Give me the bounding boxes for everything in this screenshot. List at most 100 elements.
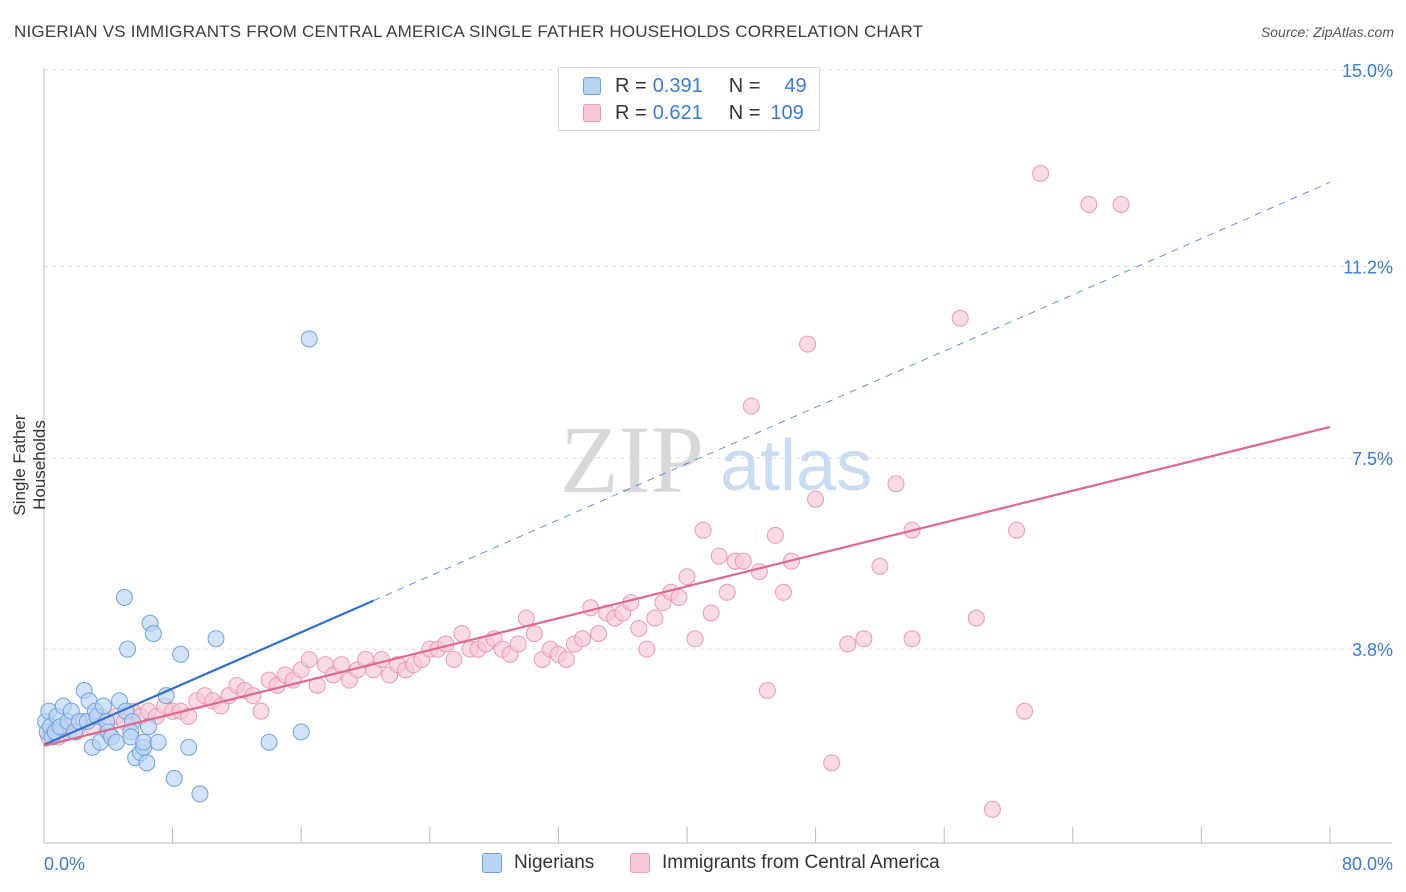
legend-item-central-america[interactable]: Immigrants from Central America [630, 852, 940, 874]
central-america-point [887, 475, 905, 493]
central-america-point [678, 568, 696, 586]
source-note: Source: ZipAtlas.com [1260, 24, 1394, 40]
central-america-point [557, 650, 575, 668]
central-america-point [823, 754, 841, 772]
tick-labels: 3.8% 7.5% 11.2% 15.0% 0.0% 80.0% [44, 61, 1393, 874]
y-tick-label: 7.5% [1352, 449, 1393, 469]
nigerians-point [135, 733, 153, 751]
y-axis-label: Single Father Households [10, 414, 49, 516]
central-america-point [718, 583, 736, 601]
central-america-point [252, 702, 270, 720]
x-tick-label: 80.0% [1342, 854, 1393, 874]
central-america-point [807, 490, 825, 508]
nigerians-point [107, 733, 125, 751]
nigerians-point [139, 718, 157, 736]
central-america-point [855, 630, 873, 648]
central-america-point [590, 625, 608, 643]
legend-r-value-nigerians: 0.391 [652, 74, 703, 97]
central-america-point [300, 650, 318, 668]
legend-swatch-nigerians [482, 853, 502, 873]
central-america-point [766, 526, 784, 544]
central-america-point [799, 335, 817, 353]
legend-n-label: N = [728, 101, 761, 124]
nigerians-point [119, 640, 137, 658]
data-points [37, 165, 1130, 818]
central-america-point [525, 625, 543, 643]
correlation-legend: R = 0.391 N = 49 R = 0.621 N = 109 [558, 67, 820, 131]
central-america-point [445, 650, 463, 668]
central-america-point [509, 635, 527, 653]
legend-r-label: R = [615, 74, 647, 97]
legend-label-nigerians: Nigerians [514, 852, 595, 873]
central-america-point [702, 604, 720, 622]
legend-r-label: R = [615, 101, 647, 124]
legend-row-central-america: R = 0.621 N = 109 [583, 100, 804, 126]
nigerians-point [180, 738, 198, 756]
central-america-point [983, 800, 1001, 818]
legend-swatch-central-america [630, 853, 650, 873]
y-tick-label: 11.2% [1343, 258, 1393, 278]
watermark-zip: ZIP [560, 406, 704, 513]
nigerians-point [292, 723, 310, 741]
central-america-point [1080, 196, 1098, 214]
nigerians-trend-solid [43, 599, 374, 746]
legend-label-central-america: Immigrants from Central America [662, 852, 940, 873]
central-america-point [670, 588, 688, 606]
central-america-point [871, 557, 889, 575]
nigerians-point [260, 733, 278, 751]
legend-item-nigerians[interactable]: Nigerians [482, 852, 594, 874]
legend-swatch-central-america [583, 104, 601, 122]
central-america-point [453, 625, 471, 643]
trend-lines [43, 181, 1331, 747]
central-america-point [1032, 165, 1050, 182]
nigerians-point [172, 645, 190, 663]
nigerians-point [94, 697, 112, 715]
central-america-point [180, 707, 198, 725]
nigerians-trend-dashed [373, 181, 1331, 602]
legend-n-label: N = [728, 74, 761, 97]
watermark-atlas: atlas [720, 426, 872, 506]
chart-title: NIGERIAN VS IMMIGRANTS FROM CENTRAL AMER… [14, 22, 924, 41]
legend-swatch-nigerians [583, 77, 601, 95]
legend-n-value-central-america: 109 [770, 101, 804, 124]
central-america-point [710, 547, 728, 565]
central-america-point [1112, 196, 1130, 214]
axes [43, 68, 1392, 844]
central-america-point [638, 640, 656, 658]
legend-r-value-central-america: 0.621 [652, 101, 703, 124]
central-america-point [686, 630, 704, 648]
central-america-point [1016, 702, 1034, 720]
nigerians-point [165, 769, 183, 787]
central-america-point [630, 619, 648, 637]
central-america-point [1008, 521, 1026, 539]
nigerians-point [144, 625, 162, 643]
watermark: ZIP atlas [560, 406, 872, 513]
x-tick-label: 0.0% [44, 854, 85, 874]
central-america-point [774, 583, 792, 601]
central-america-point [734, 552, 752, 570]
nigerians-point [300, 330, 318, 348]
nigerians-point [207, 630, 225, 648]
central-america-point [646, 609, 664, 627]
series-legend: Nigerians Immigrants from Central Americ… [0, 852, 1406, 878]
central-america-point [967, 609, 985, 627]
nigerians-point [138, 754, 156, 772]
gridlines [44, 69, 1392, 650]
nigerians-point [191, 785, 209, 803]
nigerians-point [115, 588, 133, 606]
central-america-point [903, 630, 921, 648]
central-america-trend-solid [43, 425, 1331, 747]
nigerians-point [149, 733, 167, 751]
legend-n-value-nigerians: 49 [784, 74, 807, 97]
central-america-point [742, 397, 760, 415]
y-tick-label: 3.8% [1352, 640, 1393, 660]
central-america-point [951, 309, 969, 327]
legend-row-nigerians: R = 0.391 N = 49 [583, 73, 807, 99]
central-america-point [839, 635, 857, 653]
central-america-point [574, 630, 592, 648]
central-america-point [758, 682, 776, 699]
central-america-point [373, 650, 391, 668]
y-tick-label: 15.0% [1342, 61, 1393, 81]
central-america-point [694, 521, 712, 539]
